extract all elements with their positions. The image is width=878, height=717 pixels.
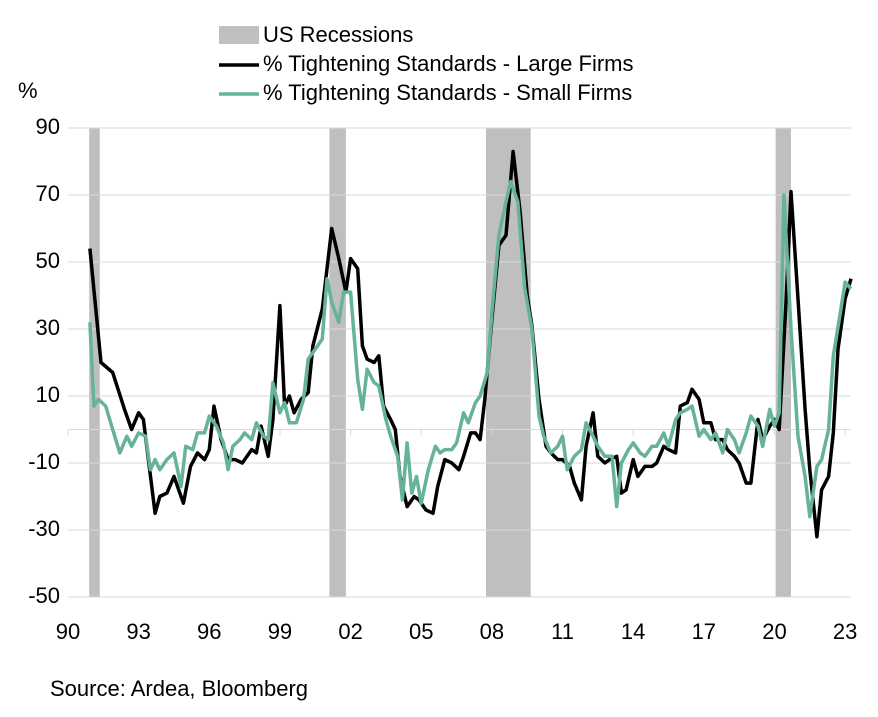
legend-label: US Recessions — [263, 22, 413, 47]
x-tick-label: 23 — [833, 619, 857, 644]
y-tick-label: -50 — [28, 583, 60, 608]
x-tick-label: 17 — [692, 619, 716, 644]
legend-label: % Tightening Standards - Small Firms — [263, 80, 632, 105]
series-line — [88, 179, 853, 519]
y-axis-label: % — [18, 78, 38, 103]
y-tick-label: -30 — [28, 516, 60, 541]
x-tick-label: 02 — [338, 619, 362, 644]
x-tick-label: 05 — [409, 619, 433, 644]
y-tick-label: 90 — [36, 114, 60, 139]
legend-label: % Tightening Standards - Large Firms — [263, 51, 634, 76]
recession-band — [89, 128, 100, 597]
x-tick-label: 99 — [268, 619, 292, 644]
source-note: Source: Ardea, Bloomberg — [50, 676, 308, 701]
y-tick-label: 10 — [36, 382, 60, 407]
x-tick-label: 96 — [197, 619, 221, 644]
x-tick-label: 20 — [762, 619, 786, 644]
x-tick-label: 90 — [56, 619, 80, 644]
x-tick-label: 08 — [480, 619, 504, 644]
x-tick-label: 93 — [126, 619, 150, 644]
y-tick-label: -10 — [28, 449, 60, 474]
legend-swatch — [219, 26, 259, 44]
y-tick-label: 30 — [36, 315, 60, 340]
y-tick-label: 70 — [36, 181, 60, 206]
y-tick-label: 50 — [36, 248, 60, 273]
x-tick-label: 11 — [551, 619, 574, 644]
series-line — [88, 149, 853, 539]
recession-band — [329, 128, 346, 597]
x-tick-label: 14 — [621, 619, 645, 644]
